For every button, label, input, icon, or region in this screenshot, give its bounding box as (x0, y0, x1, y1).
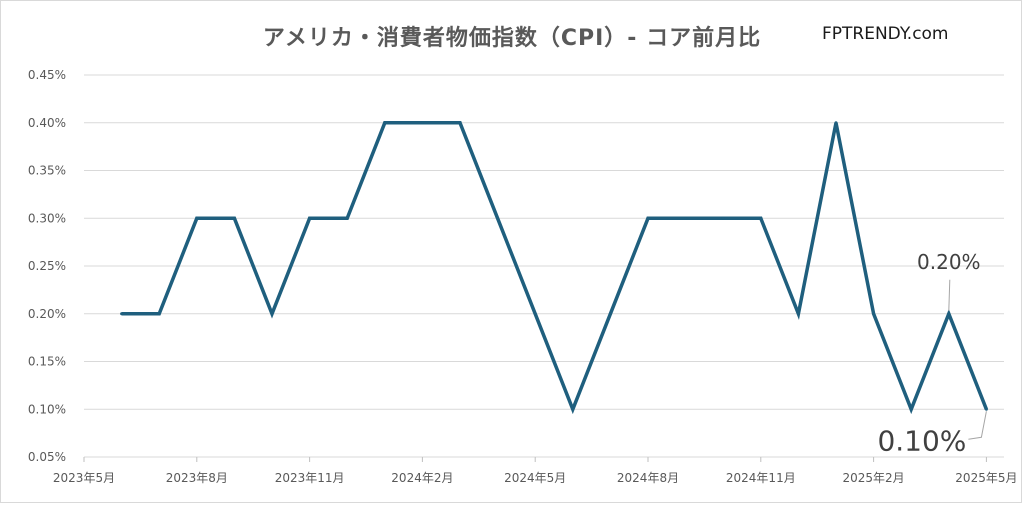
x-tick-label: 2024年11月 (726, 471, 796, 485)
data-point (458, 121, 462, 125)
data-point (608, 312, 612, 316)
series-line (121, 121, 989, 415)
x-tick-label: 2024年5月 (504, 471, 566, 485)
y-tick-label: 0.40% (28, 116, 66, 130)
data-point (195, 216, 199, 220)
x-tick-label: 2023年11月 (275, 471, 345, 485)
data-point (120, 312, 124, 316)
brand-label: FPTRENDY.com (822, 24, 949, 44)
data-point (909, 407, 913, 411)
data-point (947, 312, 951, 316)
data-point (984, 407, 988, 411)
x-tick-label: 2025年5月 (955, 471, 1017, 485)
data-point (157, 312, 161, 316)
annotation-label: 0.20% (917, 250, 981, 274)
data-point (571, 407, 575, 411)
data-point (345, 216, 349, 220)
x-tick-label: 2024年2月 (391, 471, 453, 485)
data-point (308, 216, 312, 220)
y-tick-label: 0.10% (28, 402, 66, 416)
data-point (872, 312, 876, 316)
data-point (232, 216, 236, 220)
data-point (270, 312, 274, 316)
data-point (646, 216, 650, 220)
y-tick-label: 0.05% (28, 450, 66, 464)
y-tick-label: 0.35% (28, 164, 66, 178)
y-tick-label: 0.45% (28, 68, 66, 82)
annotation-leader (968, 411, 987, 440)
y-tick-label: 0.25% (28, 259, 66, 273)
annotation-leader (948, 279, 951, 311)
data-point (684, 216, 688, 220)
annotation-label: 0.10% (877, 424, 966, 457)
data-point (420, 121, 424, 125)
y-tick-label: 0.15% (28, 355, 66, 369)
data-point (834, 121, 838, 125)
x-tick-label: 2023年5月 (53, 471, 115, 485)
data-point (796, 312, 800, 316)
x-tick-label: 2023年8月 (166, 471, 228, 485)
data-point (759, 216, 763, 220)
x-tick-label: 2025年2月 (843, 471, 905, 485)
y-tick-label: 0.30% (28, 211, 66, 225)
data-point (533, 312, 537, 316)
data-point (383, 121, 387, 125)
chart-title: アメリカ・消費者物価指数（CPI）- コア前月比 (262, 26, 762, 51)
data-point (496, 216, 500, 220)
data-point (721, 216, 725, 220)
x-tick-label: 2024年8月 (617, 471, 679, 485)
y-tick-label: 0.20% (28, 307, 66, 321)
